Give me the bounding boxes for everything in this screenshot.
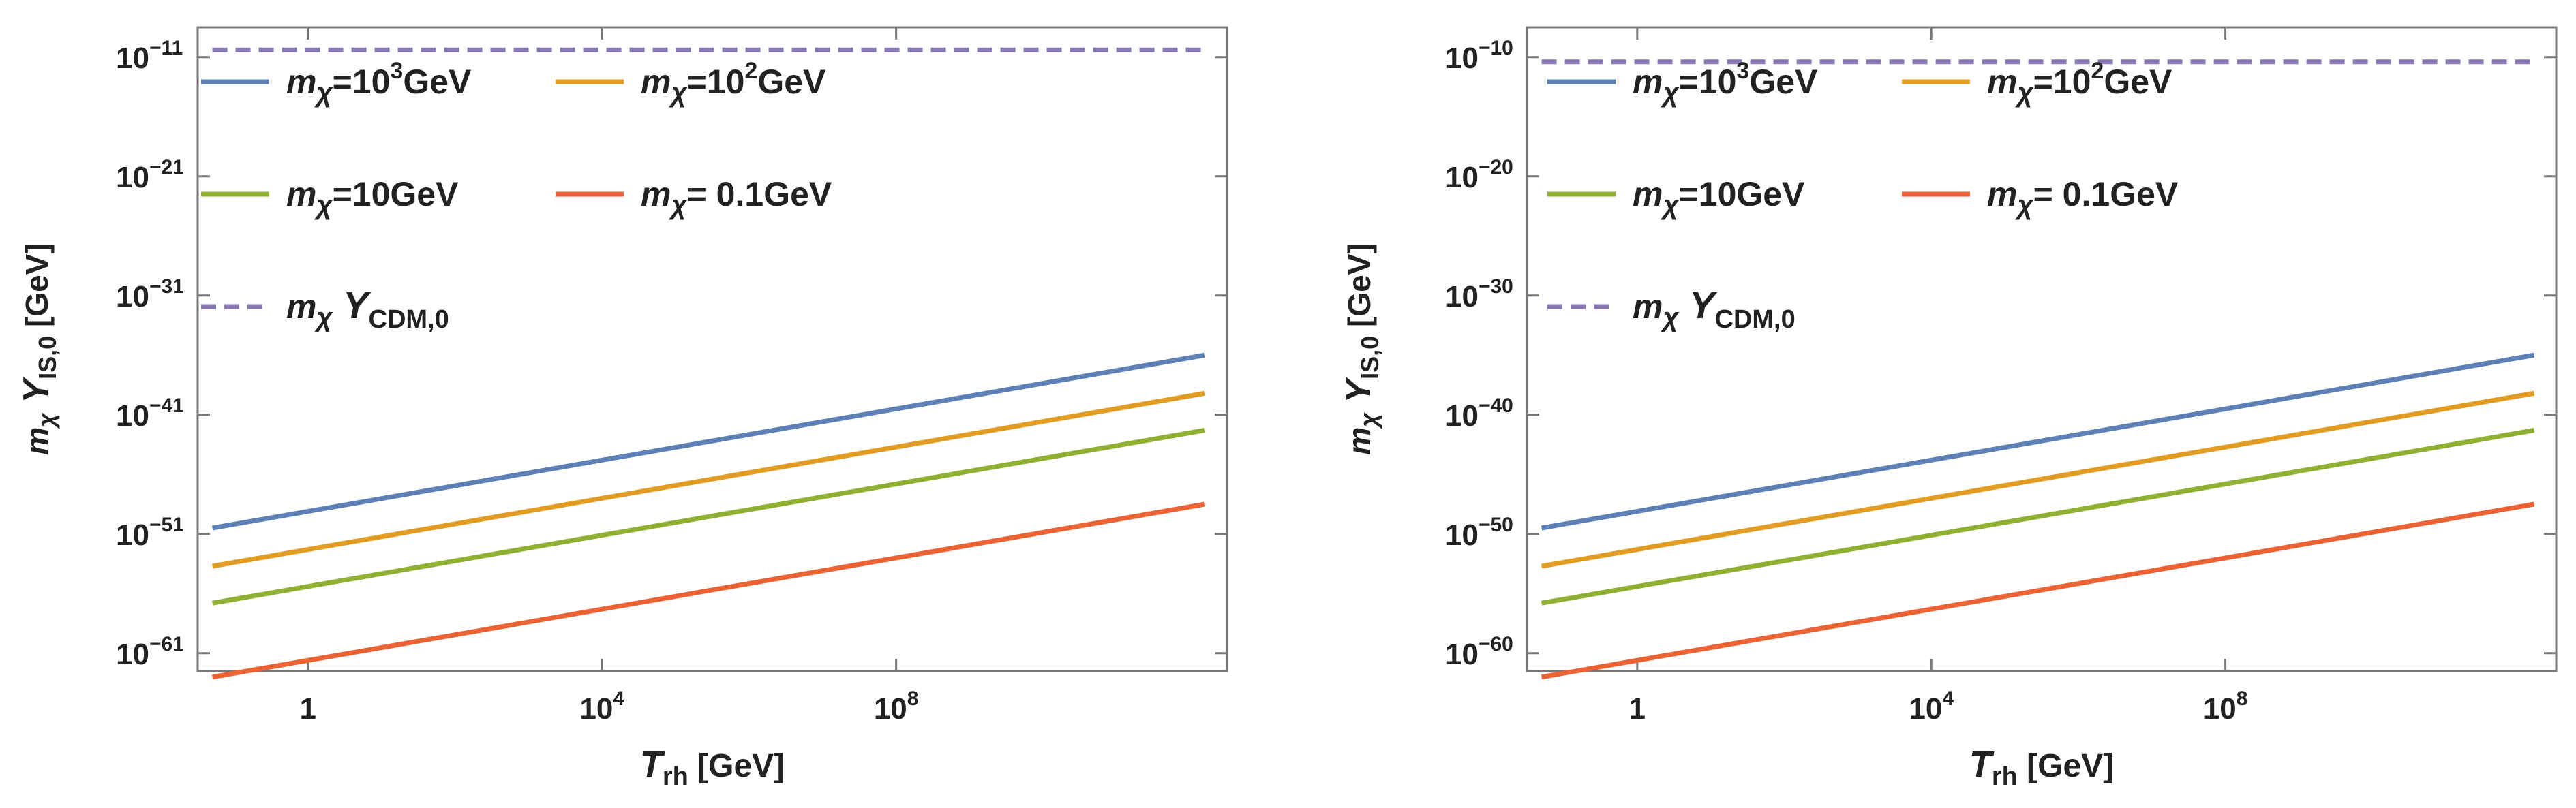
x-tick-label: 108 xyxy=(2203,687,2248,726)
y-tick-label: 10−31 xyxy=(116,275,184,313)
y-tick-label: 10−61 xyxy=(116,633,184,671)
y-tick-label: 10−41 xyxy=(116,394,184,433)
chart-panel-1: 1 104 108 10−11 10−21 10−31 10−41 10−51 10−61 m_c… xyxy=(16,26,1228,791)
x-axis-label: Trh [GeV] xyxy=(1969,744,2114,791)
series-line-4: m_chi=0.1 GeV xyxy=(211,501,1206,680)
series-line-3: m_chi=10 GeV xyxy=(211,428,1206,606)
legend-label-4: mχ= 0.1GeV xyxy=(641,175,832,220)
legend-label-5: mχ YCDM,0 xyxy=(1633,283,1795,334)
y-axis-label: mχ YIS,0 [GeV] xyxy=(16,243,61,454)
y-axis-label: mχ YIS,0 [GeV] xyxy=(1339,243,1384,454)
y-tick-label: 10−20 xyxy=(1445,156,1513,194)
legend: mχ=103GeV mχ=102GeV mχ=10GeV mχ= 0.1GeV mχ Y… xyxy=(201,58,832,334)
legend-label-2: mχ=102GeV xyxy=(1987,58,2172,108)
series-line-1: m_chi=10^3 GeV xyxy=(1541,352,2535,531)
y-tick-label: 10−11 xyxy=(116,37,183,75)
plot-frame xyxy=(196,26,1228,672)
series-line-4: m_chi=0.1 GeV xyxy=(1541,501,2535,680)
legend-label-3: mχ=10GeV xyxy=(286,175,459,220)
plot-frame xyxy=(1526,26,2558,672)
legend-label-1: mχ=103GeV xyxy=(286,58,472,108)
legend-label-5: mχ YCDM,0 xyxy=(286,283,449,334)
x-axis-label: Trh [GeV] xyxy=(640,744,785,791)
series-line-3: m_chi=10 GeV xyxy=(1541,428,2535,606)
series-line-1: m_chi=10^3 GeV xyxy=(211,352,1206,531)
x-tick-label: 104 xyxy=(579,687,624,726)
y-tick-label: 10−30 xyxy=(1445,275,1513,313)
x-tick-label: 108 xyxy=(874,687,919,726)
legend-label-4: mχ= 0.1GeV xyxy=(1987,175,2179,220)
y-tick-label: 10−10 xyxy=(1445,37,1513,75)
chart-panel-2: 1 104 108 10−10 10−20 10−30 10−40 10−50 10−60 m_c… xyxy=(1339,26,2558,791)
y-tick-label: 10−50 xyxy=(1445,514,1513,552)
legend: mχ=103GeV mχ=102GeV mχ=10GeV mχ= 0.1GeV mχ Y… xyxy=(1547,58,2179,334)
series-line-2: m_chi=10^2 GeV xyxy=(211,390,1206,569)
y-tick-label: 10−60 xyxy=(1445,633,1513,671)
y-tick-label: 10−21 xyxy=(116,156,184,194)
x-tick-label: 1 xyxy=(300,692,316,726)
legend-label-1: mχ=103GeV xyxy=(1633,58,1818,108)
legend-label-3: mχ=10GeV xyxy=(1633,175,1805,220)
y-tick-label: 10−40 xyxy=(1445,394,1513,433)
x-tick-label: 1 xyxy=(1629,692,1646,726)
series-line-2: m_chi=10^2 GeV xyxy=(1541,390,2535,569)
x-tick-label: 104 xyxy=(1909,687,1954,726)
y-tick-label: 10−51 xyxy=(116,514,184,552)
legend-label-2: mχ=102GeV xyxy=(641,58,826,108)
